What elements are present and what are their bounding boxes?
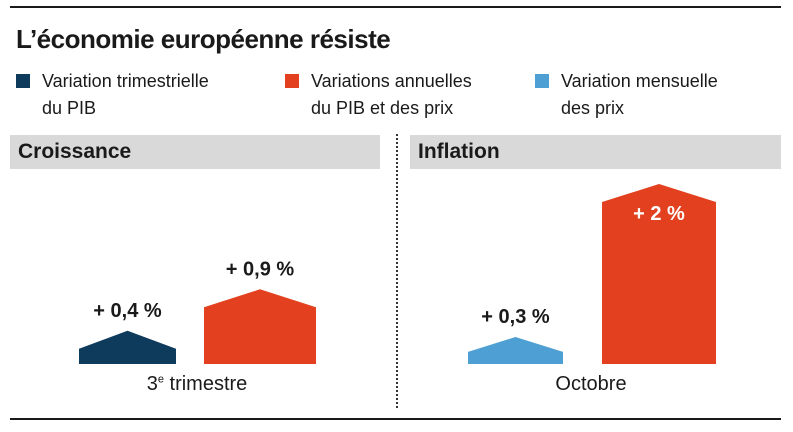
legend-item-monthly-prices: Variation mensuelle des prix	[535, 68, 771, 122]
bar-croissance-1	[79, 330, 176, 364]
data-label-croissance-2: + 0,9 %	[226, 258, 295, 280]
legend-label-annual-gdp-prices: Variations annuelles du PIB et des prix	[311, 71, 472, 118]
category-label-inflation: Octobre	[555, 373, 627, 395]
bar-inflation-2	[602, 184, 716, 364]
bottom-rule	[10, 418, 781, 420]
bar-croissance-2	[204, 289, 316, 364]
top-rule	[10, 6, 781, 8]
bar-inflation-1	[468, 337, 563, 364]
panel-header-inflation: Inflation	[410, 135, 781, 169]
legend-swatch-quarterly-gdp	[16, 74, 30, 88]
legend-item-annual-gdp-prices: Variations annuelles du PIB et des prix	[285, 68, 521, 122]
legend-swatch-monthly-prices	[535, 74, 549, 88]
legend-label-quarterly-gdp: Variation trimestrielle du PIB	[42, 71, 209, 118]
chart-title: L’économie européenne résiste	[16, 24, 391, 54]
panel-divider	[396, 134, 398, 408]
panel-header-croissance: Croissance	[10, 135, 380, 169]
legend-swatch-annual-gdp-prices	[285, 74, 299, 88]
category-label-croissance: 3e trimestre	[146, 373, 248, 395]
legend-item-quarterly-gdp: Variation trimestrielle du PIB	[16, 68, 252, 122]
data-label-croissance-1: + 0,4 %	[93, 300, 162, 322]
data-label-inflation-1: + 0,3 %	[481, 306, 550, 328]
legend-label-monthly-prices: Variation mensuelle des prix	[561, 71, 718, 118]
data-label-inflation-2: + 2 %	[633, 203, 685, 225]
